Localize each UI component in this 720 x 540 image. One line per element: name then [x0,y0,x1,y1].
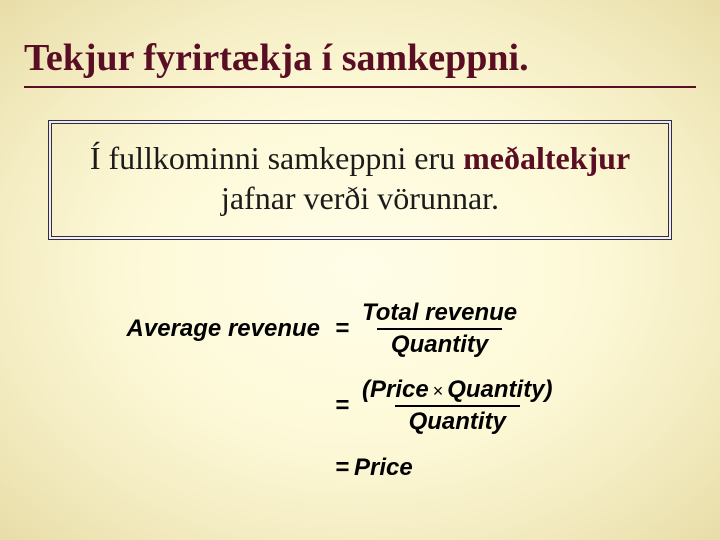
equals-sign: = [330,454,354,482]
box-post: jafnar verði vörunnar. [221,180,499,216]
eq-left-1: Average revenue [80,315,330,343]
num-a: (Price [362,376,429,403]
times-symbol: × [429,381,448,401]
highlight-box: Í fullkominni samkeppni eru meðaltekjur … [48,120,672,240]
fraction-2: (Price×Quantity) Quantity [354,377,561,436]
num-b: Quantity) [447,376,552,403]
denominator-1: Quantity [377,328,502,358]
equals-sign: = [330,315,354,343]
fraction-1: Total revenue Quantity [354,300,525,359]
equation-row-2: = (Price×Quantity) Quantity [80,377,660,436]
numerator-1: Total revenue [354,300,525,328]
eq-right-1: Total revenue Quantity [354,300,525,359]
eq-right-3: Price [354,454,413,482]
numerator-2: (Price×Quantity) [354,377,561,405]
slide: Tekjur fyrirtækja í samkeppni. Í fullkom… [0,0,720,540]
slide-title: Tekjur fyrirtækja í samkeppni. [24,36,696,88]
eq-right-2: (Price×Quantity) Quantity [354,377,561,436]
denominator-2: Quantity [395,405,520,435]
equation-row-1: Average revenue = Total revenue Quantity [80,300,660,359]
highlight-text: Í fullkominni samkeppni eru meðaltekjur … [76,138,644,218]
equation-row-3: = Price [80,454,660,482]
equation-area: Average revenue = Total revenue Quantity… [80,300,660,500]
box-pre: Í fullkominni samkeppni eru [90,140,463,176]
equals-sign: = [330,392,354,420]
box-emphasis: meðaltekjur [463,140,630,176]
